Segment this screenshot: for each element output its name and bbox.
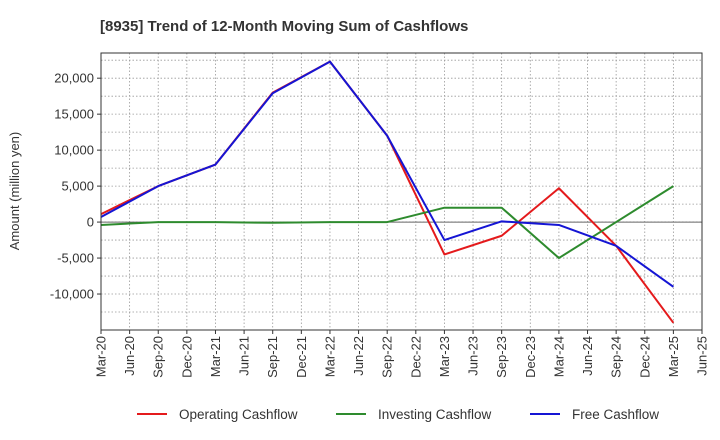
legend-label-investing-cashflow: Investing Cashflow: [378, 407, 492, 422]
y-tick-label: 0: [87, 215, 94, 230]
x-axis-ticks: Mar-20 Jun-20 Sep-20 Dec-20 Mar-21 Jun-21 Sep-…: [94, 330, 710, 378]
x-tick-label: Jun-24: [580, 336, 595, 376]
series-lines: [100, 60, 675, 324]
series-line-investing-cashflow: [100, 185, 674, 260]
chart-title: [8935] Trend of 12-Month Moving Sum of C…: [100, 18, 468, 35]
x-tick-label: Jun-23: [466, 336, 481, 376]
series-line-free-cashflow: [100, 60, 674, 288]
x-tick-label: Jun-25: [695, 336, 710, 376]
y-tick-label: 10,000: [54, 143, 94, 158]
x-tick-label: Sep-24: [609, 336, 624, 378]
y-tick-label: 20,000: [54, 71, 94, 86]
series-line-operating-cashflow: [100, 60, 675, 324]
y-tick-label: 5,000: [61, 179, 94, 194]
y-tick-label: -10,000: [50, 287, 94, 302]
x-tick-label: Dec-23: [523, 336, 538, 378]
legend-label-operating-cashflow: Operating Cashflow: [179, 407, 298, 422]
x-tick-label: Sep-23: [494, 336, 509, 378]
x-tick-label: Dec-24: [637, 336, 652, 378]
y-tick-label: 15,000: [54, 107, 94, 122]
x-tick-label: Mar-20: [94, 336, 109, 377]
x-tick-label: Jun-21: [237, 336, 252, 376]
x-tick-label: Mar-22: [322, 336, 337, 377]
x-tick-label: Mar-24: [551, 336, 566, 377]
x-tick-label: Dec-20: [179, 336, 194, 378]
x-tick-label: Sep-21: [265, 336, 280, 378]
x-tick-label: Mar-25: [666, 336, 681, 377]
y-tick-label: -5,000: [57, 251, 94, 266]
x-tick-label: Dec-22: [408, 336, 423, 378]
legend-label-free-cashflow: Free Cashflow: [572, 407, 659, 422]
x-tick-label: Jun-22: [351, 336, 366, 376]
x-tick-label: Mar-21: [208, 336, 223, 377]
x-tick-label: Dec-21: [294, 336, 309, 378]
x-tick-label: Sep-22: [380, 336, 395, 378]
x-tick-label: Sep-20: [151, 336, 166, 378]
plot-frame: [100, 52, 703, 331]
grid-lines: [100, 53, 703, 331]
x-tick-label: Jun-20: [122, 336, 137, 376]
y-axis-ticks: -10,000 -5,000 0 5,000 10,000 15,000 20,000: [50, 71, 101, 302]
x-tick-label: Mar-23: [437, 336, 452, 377]
y-axis-label: Amount (million yen): [7, 132, 22, 251]
legend: Operating Cashflow Investing Cashflow Free…: [137, 407, 659, 422]
